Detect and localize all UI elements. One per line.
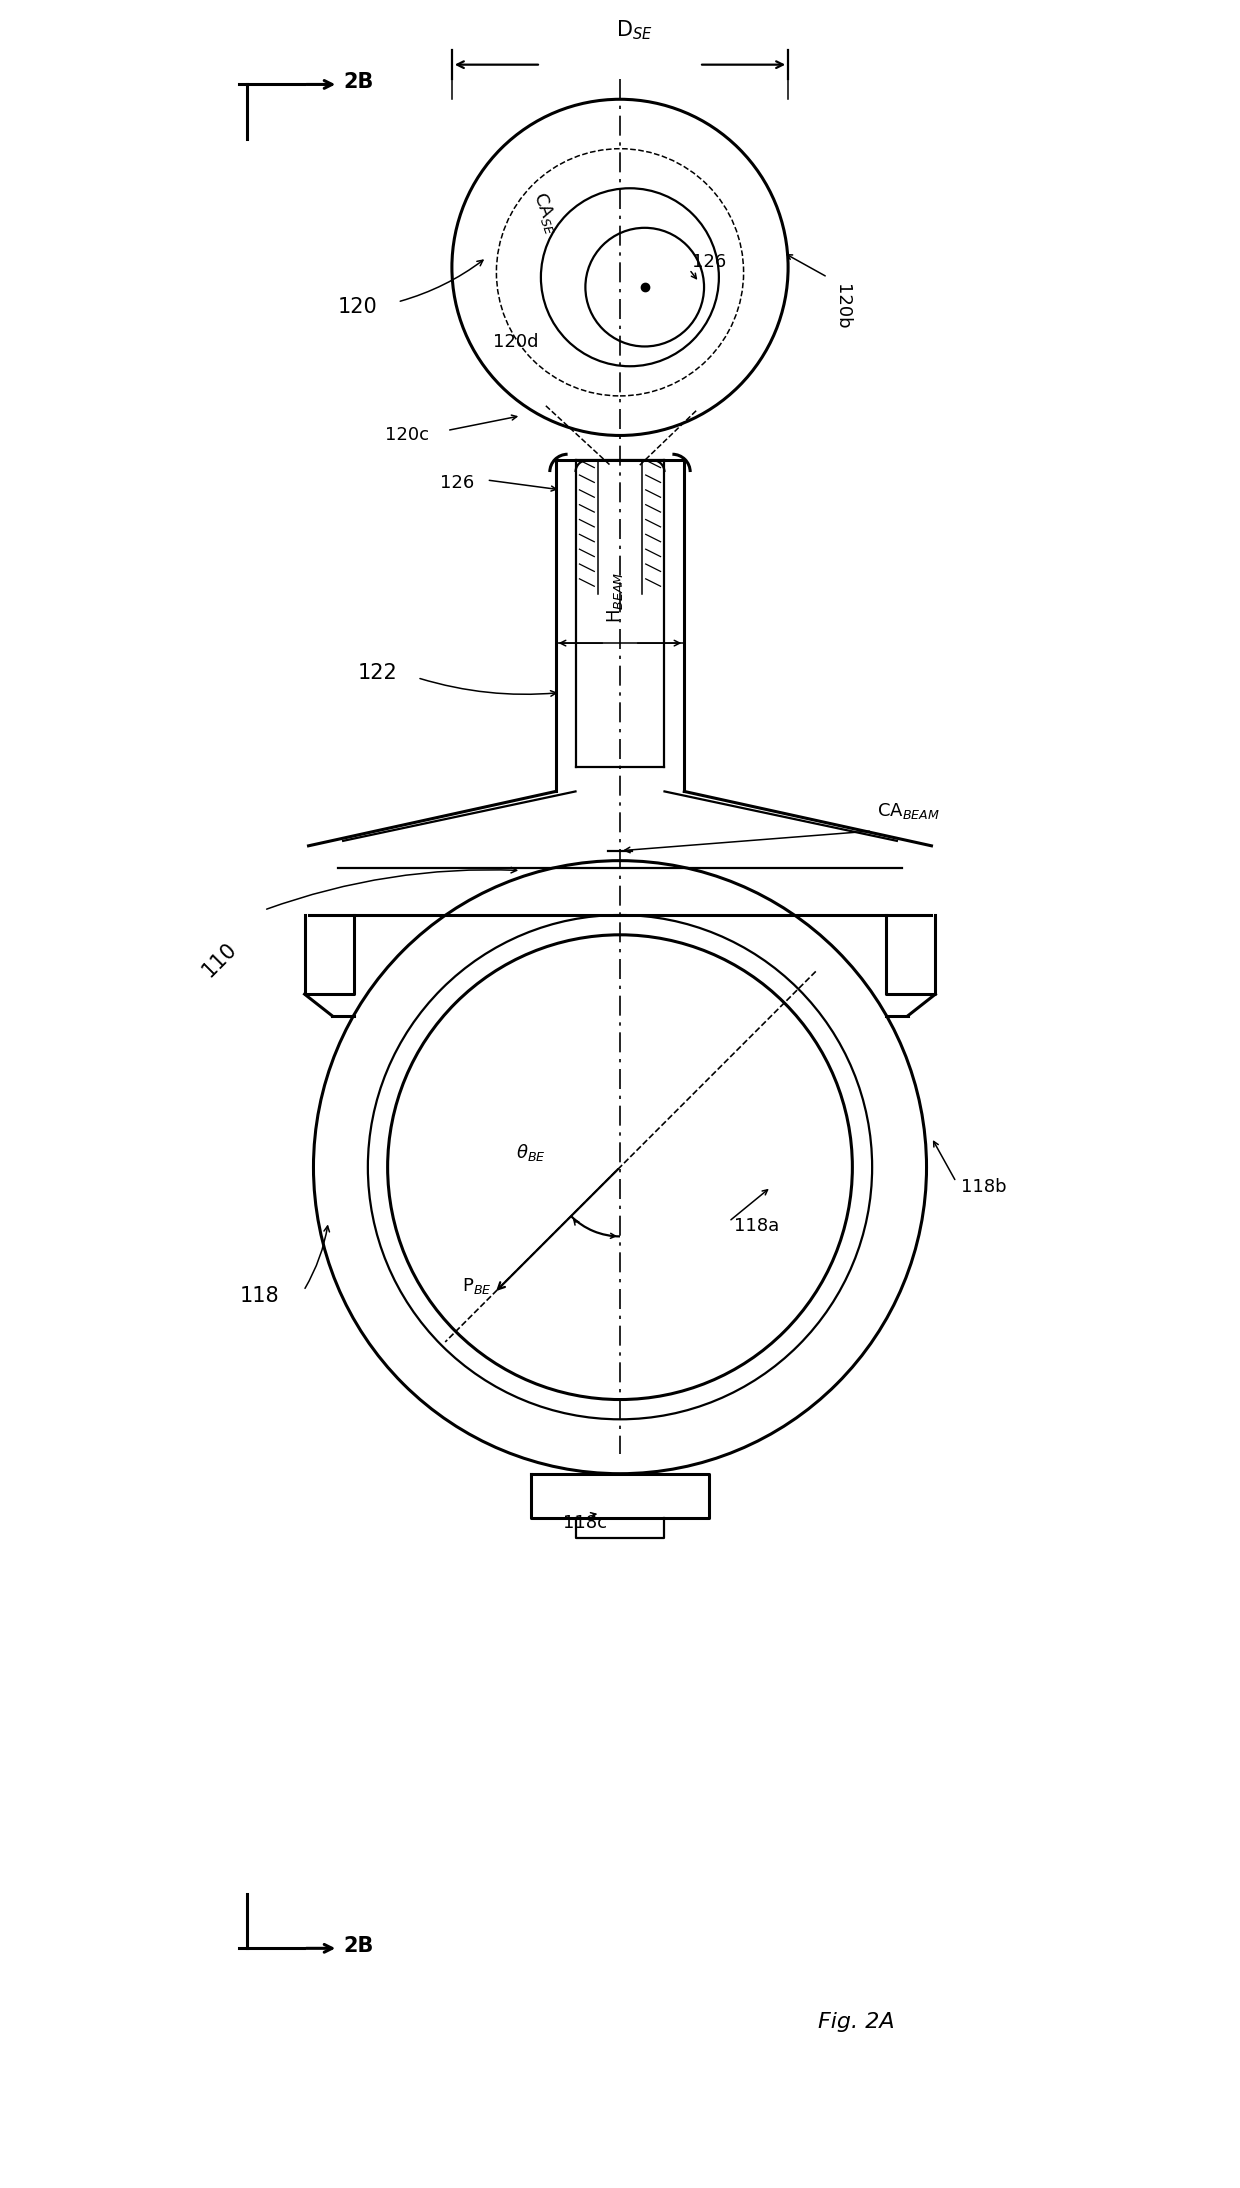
Text: 118: 118: [239, 1287, 279, 1306]
Text: 2B: 2B: [343, 72, 373, 92]
Text: 2B: 2B: [343, 1936, 373, 1956]
Text: CA$_{SE}$: CA$_{SE}$: [529, 190, 563, 236]
Text: 120c: 120c: [386, 427, 429, 444]
Text: 126: 126: [692, 254, 727, 271]
Text: D$_{SE}$: D$_{SE}$: [616, 18, 653, 42]
Text: 120: 120: [339, 298, 378, 317]
Text: 110: 110: [198, 939, 241, 980]
Text: H$_{BEAM}$: H$_{BEAM}$: [605, 571, 625, 624]
Text: 118b: 118b: [961, 1177, 1007, 1197]
Text: 118c: 118c: [563, 1514, 608, 1532]
Text: 126: 126: [440, 475, 474, 492]
Text: Fig. 2A: Fig. 2A: [817, 2013, 894, 2033]
Text: 118a: 118a: [734, 1217, 779, 1236]
Text: 120b: 120b: [832, 284, 851, 330]
Text: P$_{BE}$: P$_{BE}$: [461, 1276, 491, 1295]
Text: CA$_{BEAM}$: CA$_{BEAM}$: [877, 801, 940, 820]
Text: 120d: 120d: [494, 333, 539, 350]
Text: $\theta_{BE}$: $\theta_{BE}$: [516, 1142, 546, 1162]
Text: 122: 122: [358, 663, 398, 683]
